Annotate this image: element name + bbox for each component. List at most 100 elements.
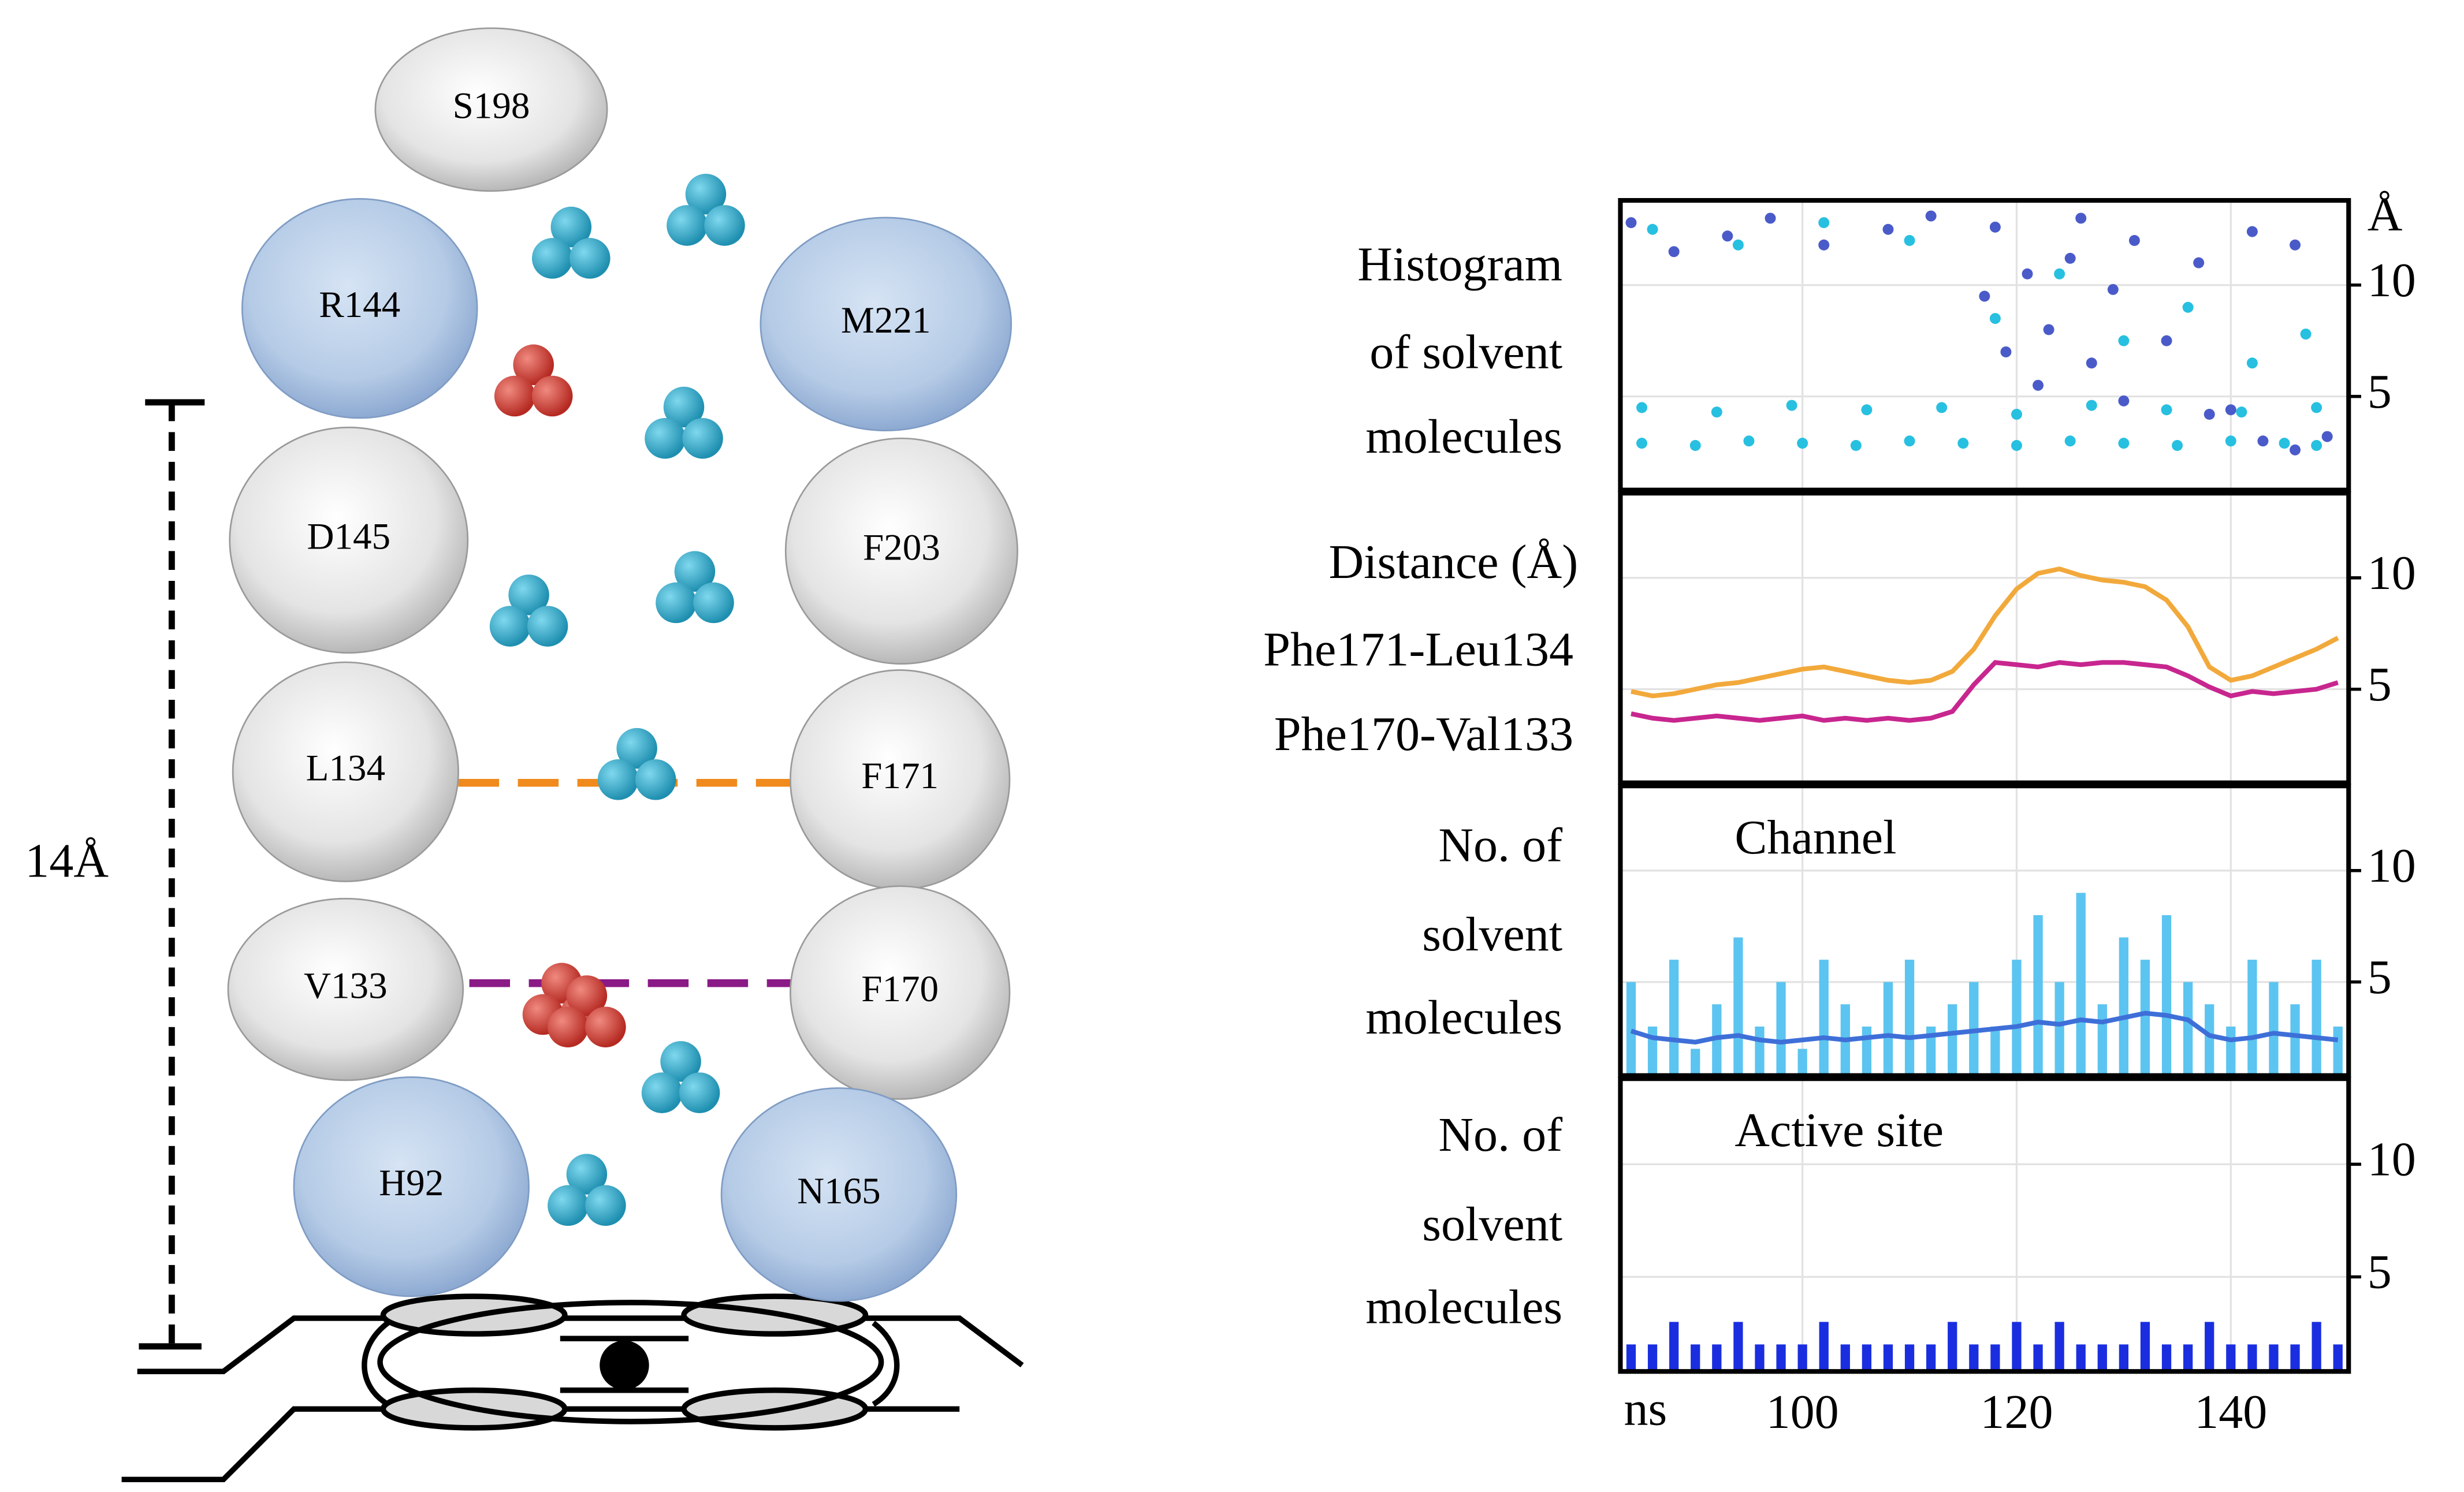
line [1631,566,2339,699]
point [2161,404,2172,416]
point [2290,239,2301,251]
point [2107,284,2119,295]
residue [720,1087,958,1302]
panel-title: Distance (Å) [1328,535,1578,589]
bar [2290,1004,2300,1076]
residue [293,1076,530,1297]
point [1957,438,1969,449]
point [2118,438,2130,449]
bar [2097,1344,2107,1372]
bar [1819,960,1829,1076]
bar [2097,1004,2107,1076]
bar [2076,1344,2086,1372]
bar [1926,1026,1936,1076]
panel-frame [1618,784,2351,1078]
point [1818,239,1830,251]
point [2086,400,2097,411]
bar [1647,1344,1658,1372]
residue-label: M221 [841,300,930,341]
legend-label: Phe170-Val133 [1274,707,1573,761]
bar [2140,1322,2150,1372]
bar [1776,982,1786,1076]
y-tick-label: 10 [2368,546,2416,600]
point [2257,435,2269,447]
point [1786,400,1797,411]
point [2043,324,2054,335]
bar [2076,893,2086,1076]
bar [1647,1026,1658,1076]
point [2290,444,2301,456]
point [2022,268,2033,279]
bar [1755,1026,1765,1076]
point [1668,246,1680,258]
bar [1948,1322,1957,1372]
point [2182,301,2194,313]
residue-label: F171 [861,755,939,797]
panel-label: of solvent [1369,325,1562,379]
panel-label: solvent [1422,908,1562,961]
panel-label: No. of [1438,1108,1562,1162]
panel-label: molecules [1365,991,1562,1045]
point [2033,379,2044,391]
bar [1797,1049,1807,1076]
waters [489,173,745,1226]
bar [1969,1344,1979,1372]
bar [2269,982,2279,1076]
residue [760,217,1013,432]
bar [2226,1026,2236,1076]
point [2225,404,2236,416]
bar [1691,1049,1700,1076]
point [2054,268,2065,279]
point [1722,230,1733,242]
point [2000,346,2012,357]
y-tick-label: 10 [2368,1133,2416,1187]
panel-label: molecules [1365,1280,1562,1334]
point [2075,212,2087,224]
panel-frame [1618,197,2351,493]
bar [1776,1344,1786,1372]
point [1743,435,1755,447]
bar [1904,960,1915,1076]
point [2161,335,2172,346]
line [1631,660,2339,723]
y-tick-label: 10 [2368,839,2416,893]
y-tick-label: 5 [2368,365,2392,419]
bar [2140,960,2150,1076]
heme [121,1293,1024,1483]
bar [2119,937,2129,1076]
bar [1862,1026,1872,1076]
residue-label: S198 [453,85,530,127]
point [2086,357,2097,369]
bar [2183,1344,2193,1372]
y-tick-label: 10 [2368,253,2416,307]
bar [1712,1344,1722,1372]
residue-label: N165 [797,1170,881,1212]
panel-title: Active site [1735,1103,1944,1157]
point [1636,402,1648,413]
residue-label: F203 [863,527,940,568]
residue-label: V133 [304,965,388,1007]
point [2204,408,2215,420]
bar [2247,960,2257,1076]
bar [2333,1344,2343,1372]
point [2300,329,2312,340]
bar [1990,1026,2000,1076]
point [1989,221,2001,233]
residue-label: F170 [861,968,939,1010]
bar [1819,1322,1829,1372]
point [1882,223,1894,235]
bar [1904,1344,1915,1372]
point [1797,438,1808,449]
point [1936,402,1948,413]
bar [2290,1344,2300,1372]
bar [1733,1322,1743,1372]
bar [2269,1344,2279,1372]
bar [1626,982,1636,1076]
point [1979,290,1990,302]
point [2064,252,2076,264]
point [2172,440,2183,451]
point [1861,404,1873,416]
bar [1733,937,1743,1076]
